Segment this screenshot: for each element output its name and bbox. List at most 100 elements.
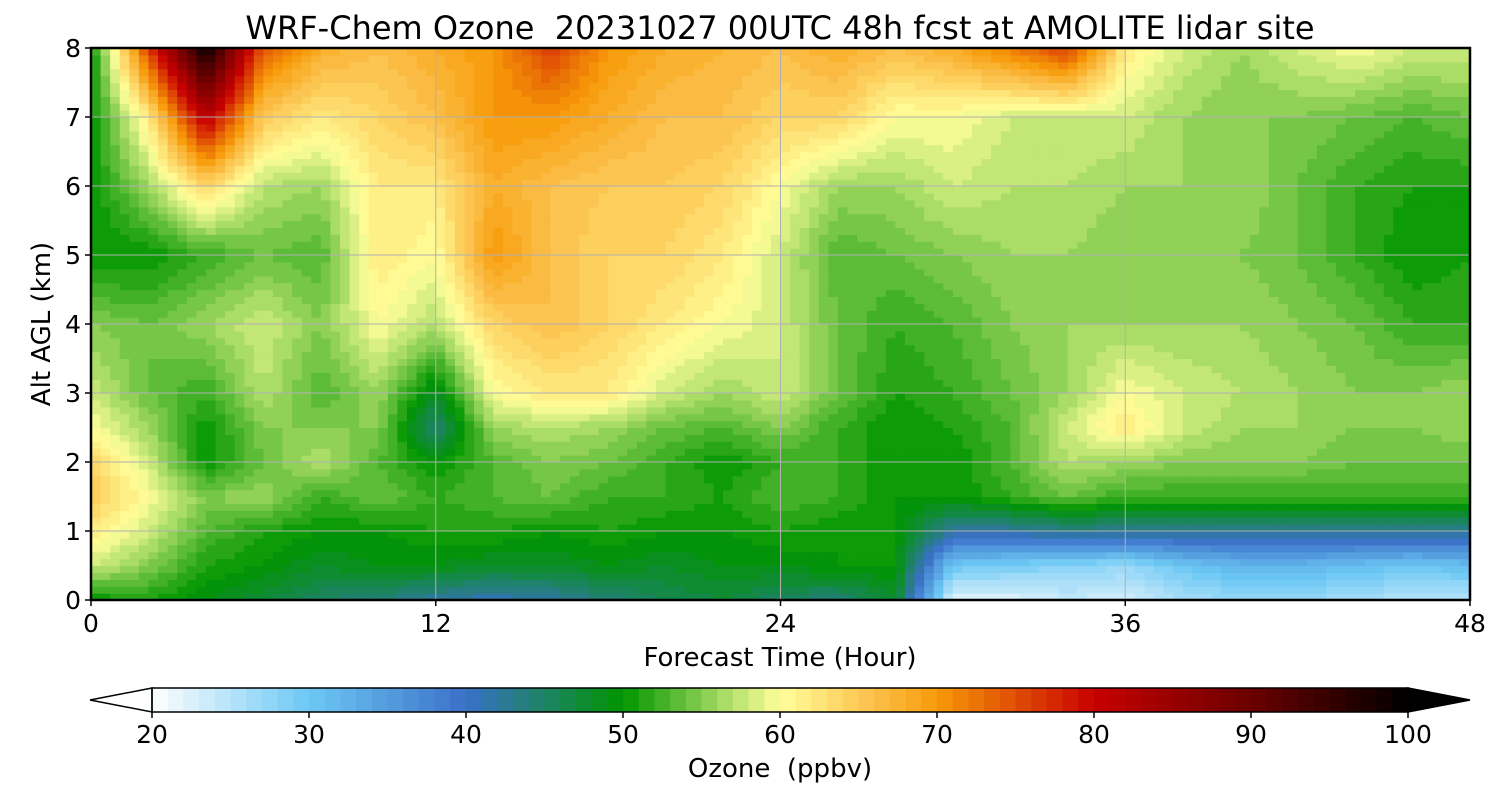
heatmap-cell	[158, 475, 169, 484]
heatmap-cell	[799, 593, 810, 600]
heatmap-cell	[119, 372, 130, 380]
heatmap-cell	[1259, 503, 1270, 511]
heatmap-cell	[320, 586, 332, 594]
heatmap-cell	[598, 379, 609, 387]
heatmap-cell	[368, 441, 379, 449]
heatmap-cell	[1115, 579, 1126, 587]
heatmap-cell	[445, 393, 456, 401]
heatmap-cell	[761, 448, 772, 456]
heatmap-cell	[952, 579, 964, 587]
heatmap-cell	[483, 379, 494, 387]
heatmap-cell	[1268, 413, 1280, 422]
heatmap-cell	[608, 413, 619, 422]
heatmap-cell	[675, 544, 686, 553]
heatmap-cell	[205, 413, 217, 422]
heatmap-cell	[167, 434, 178, 442]
heatmap-cell	[387, 524, 399, 532]
heatmap-cell	[943, 579, 954, 587]
heatmap-cell	[1000, 462, 1011, 470]
heatmap-cell	[1077, 462, 1088, 470]
heatmap-cell	[91, 586, 102, 594]
heatmap-cell	[368, 510, 379, 518]
heatmap-cell	[847, 379, 858, 387]
heatmap-cell	[952, 441, 964, 449]
heatmap-cell	[464, 558, 475, 567]
heatmap-cell	[1364, 379, 1375, 387]
heatmap-cell	[1153, 524, 1165, 532]
heatmap-cell	[148, 586, 159, 594]
heatmap-cell	[464, 586, 475, 594]
heatmap-cell	[138, 489, 150, 498]
heatmap-cell	[186, 558, 197, 567]
heatmap-cell	[588, 448, 600, 456]
heatmap-cell	[483, 462, 494, 470]
heatmap-cell	[972, 503, 983, 511]
heatmap-cell	[292, 489, 303, 498]
heatmap-cell	[110, 558, 121, 567]
heatmap-cell	[502, 365, 513, 373]
heatmap-cell	[924, 537, 935, 546]
heatmap-cell	[1412, 379, 1423, 387]
heatmap-cell	[1412, 455, 1423, 463]
heatmap-cell	[1402, 579, 1414, 587]
heatmap-cell	[531, 517, 542, 525]
heatmap-cell	[91, 524, 102, 532]
heatmap-cell	[1240, 427, 1251, 435]
heatmap-cell	[1278, 579, 1289, 587]
heatmap-cell	[234, 434, 245, 442]
heatmap-cell	[349, 503, 360, 511]
heatmap-cell	[1086, 462, 1098, 470]
heatmap-cell	[512, 434, 523, 442]
heatmap-cell	[1000, 586, 1011, 594]
heatmap-cell	[703, 565, 715, 573]
heatmap-cell	[282, 448, 293, 456]
heatmap-cell	[148, 517, 159, 525]
heatmap-cell	[483, 358, 494, 366]
heatmap-cell	[1134, 586, 1146, 594]
heatmap-cell	[1355, 531, 1366, 539]
heatmap-cell	[282, 510, 293, 518]
heatmap-cell	[876, 448, 887, 456]
heatmap-cell	[943, 531, 954, 539]
heatmap-cell	[464, 496, 475, 504]
heatmap-cell	[454, 510, 466, 518]
heatmap-cell	[253, 448, 264, 456]
heatmap-cell	[282, 586, 293, 594]
heatmap-cell	[991, 531, 1002, 539]
heatmap-cell	[866, 544, 877, 553]
heatmap-cell	[1010, 593, 1021, 600]
heatmap-cell	[560, 406, 571, 415]
heatmap-cell	[818, 531, 829, 539]
heatmap-cell	[445, 558, 456, 567]
heatmap-cell	[598, 579, 609, 587]
heatmap-cell	[732, 565, 743, 573]
heatmap-cell	[617, 427, 628, 435]
heatmap-cell	[1383, 448, 1394, 456]
heatmap-cell	[387, 406, 399, 415]
heatmap-cell	[981, 406, 992, 415]
heatmap-cell	[1019, 379, 1031, 387]
heatmap-cell	[282, 358, 293, 366]
heatmap-cell	[588, 503, 600, 511]
heatmap-cell	[1249, 455, 1260, 463]
heatmap-cell	[378, 537, 389, 546]
heatmap-cell	[991, 586, 1002, 594]
heatmap-cell	[215, 358, 226, 366]
heatmap-cell	[1345, 489, 1356, 498]
heatmap-cell	[445, 489, 456, 498]
heatmap-cell	[608, 379, 619, 387]
heatmap-cell	[158, 482, 169, 491]
heatmap-cell	[1450, 496, 1462, 504]
heatmap-cell	[732, 475, 743, 484]
heatmap-cell	[1000, 413, 1011, 422]
heatmap-cell	[1364, 365, 1375, 373]
heatmap-cell	[1288, 393, 1299, 401]
heatmap-cell	[933, 406, 944, 415]
heatmap-cell	[234, 393, 245, 401]
heatmap-cell	[177, 558, 188, 567]
heatmap-cell	[1460, 468, 1470, 477]
heatmap-cell	[464, 468, 475, 477]
heatmap-cell	[454, 462, 466, 470]
heatmap-cell	[1058, 434, 1069, 442]
heatmap-cell	[234, 579, 245, 587]
